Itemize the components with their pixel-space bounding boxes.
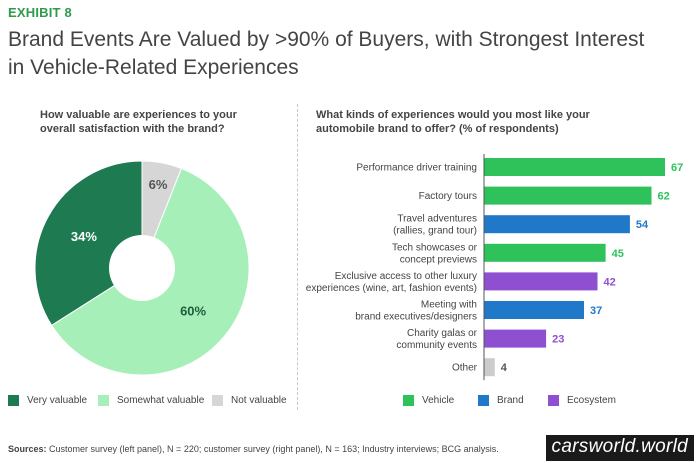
bar-label-5-line-1: Exclusive access to other luxury <box>335 271 477 282</box>
pie-legend-not: Not valuable <box>212 395 287 406</box>
title-line-1: Brand Events Are Valued by >90% of Buyer… <box>8 28 645 51</box>
bar-7 <box>484 329 547 348</box>
bar-question-line-1: What kinds of experiences would you most… <box>316 109 590 121</box>
legend-label-very-valuable: Very valuable <box>27 395 88 406</box>
bar-label-2-line-1: Factory tours <box>419 191 477 202</box>
pie-label-not-valuable: 6% <box>149 177 168 192</box>
bar-value-7: 23 <box>552 334 564 346</box>
pie-label-somewhat-valuable: 60% <box>180 303 206 318</box>
page-title: Brand Events Are Valued by >90% of Buyer… <box>8 26 688 82</box>
donut-hole <box>109 235 175 301</box>
bar-question-line-2: automobile brand to offer? (% of respond… <box>316 123 559 135</box>
bar-value-5: 42 <box>604 276 616 288</box>
bar-label-8-line-1: Other <box>452 363 478 374</box>
sources-note: Sources: Customer survey (left panel), N… <box>8 444 499 454</box>
sources-label: Sources: <box>8 444 47 454</box>
bar-label-6-line-2: brand executives/designers <box>355 312 477 323</box>
pie-label-very-valuable: 34% <box>71 229 97 244</box>
bar-label-5-line-2: experiences (wine, art, fashion events) <box>306 283 477 294</box>
bar-question: What kinds of experiences would you most… <box>316 108 676 136</box>
legend-swatch-not-valuable <box>212 395 223 406</box>
pie-question-line-1: How valuable are experiences to your <box>40 109 237 121</box>
bar-label-1-line-1: Performance driver training <box>356 163 477 174</box>
bar-label-4-line-1: Tech showcases or <box>392 242 478 253</box>
legend-label-ecosystem: Ecosystem <box>567 395 616 406</box>
legend-swatch-ecosystem <box>548 395 559 406</box>
bar-label-7-line-1: Charity galas or <box>407 328 478 339</box>
legend-swatch-very-valuable <box>8 395 19 406</box>
bar-label-3-line-2: (rallies, grand tour) <box>393 226 477 237</box>
bar-3 <box>484 215 630 234</box>
bar-8 <box>484 358 495 377</box>
legend-label-not-valuable: Not valuable <box>231 395 287 406</box>
bar-value-6: 37 <box>590 305 602 317</box>
bar-label-6-line-1: Meeting with <box>421 300 477 311</box>
pie-legend-somewhat: Somewhat valuable <box>98 395 204 406</box>
watermark-logo: carsworld.world <box>545 435 694 461</box>
panel-divider <box>297 104 298 410</box>
bar-2 <box>484 186 652 205</box>
legend-label-vehicle: Vehicle <box>422 395 455 406</box>
bar-label-4-line-2: concept previews <box>400 254 477 265</box>
pie-legend-very: Very valuable <box>8 395 87 406</box>
bar-value-3: 54 <box>636 219 649 231</box>
title-line-2: in Vehicle-Related Experiences <box>8 56 299 79</box>
legend-swatch-vehicle <box>403 395 414 406</box>
legend-swatch-somewhat-valuable <box>98 395 109 406</box>
sources-text: Customer survey (left panel), N = 220; c… <box>46 444 499 454</box>
bar-label-7-line-2: community events <box>396 340 477 351</box>
bar-legend-vehicle: Vehicle <box>403 395 454 406</box>
exhibit-label: EXHIBIT 8 <box>8 5 72 20</box>
bar-legend-ecosystem: Ecosystem <box>548 395 616 406</box>
bar-value-8: 4 <box>501 362 508 374</box>
bar-6 <box>484 301 584 319</box>
bar-value-1: 67 <box>671 162 683 174</box>
bar-value-2: 62 <box>658 191 670 203</box>
pie-question-line-2: overall satisfaction with the brand? <box>40 123 225 135</box>
bar-label-3-line-1: Travel adventures <box>397 214 477 225</box>
pie-question: How valuable are experiences to your ove… <box>40 108 280 136</box>
bar-4 <box>484 243 606 262</box>
bar-legend-brand: Brand <box>478 395 524 406</box>
bar-5 <box>484 272 598 291</box>
bar-1 <box>484 158 665 176</box>
legend-label-brand: Brand <box>497 395 524 406</box>
bar-value-4: 45 <box>612 248 624 260</box>
legend-label-somewhat-valuable: Somewhat valuable <box>117 395 205 406</box>
legend-swatch-brand <box>478 395 489 406</box>
